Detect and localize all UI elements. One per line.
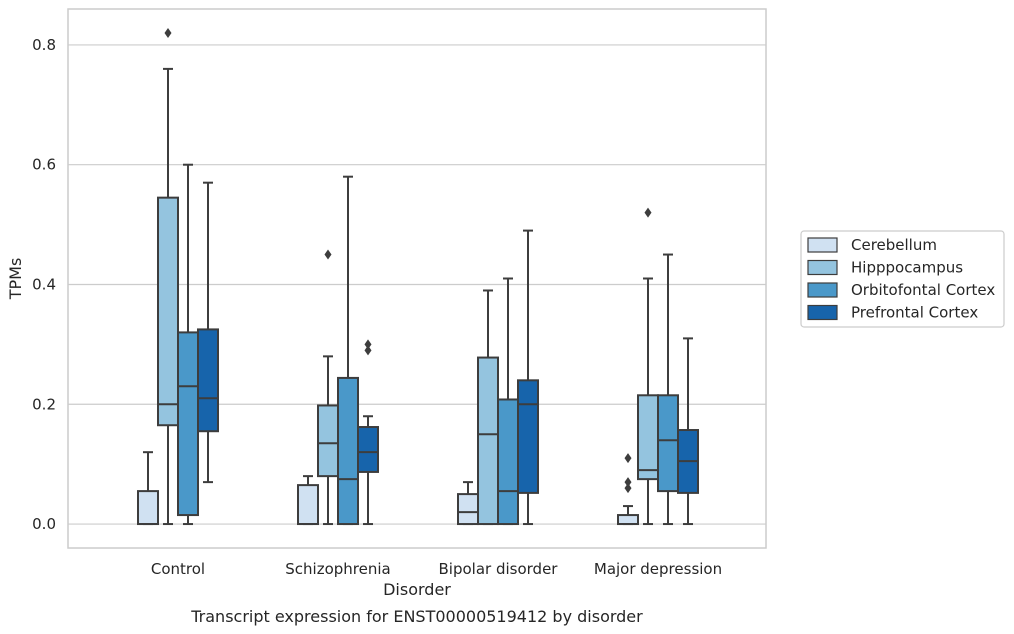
x-tick-label: Bipolar disorder [439,560,559,578]
outlier-point [324,249,332,260]
box [637,394,659,481]
y-tick-label: 0.2 [32,395,56,413]
outlier-point [364,339,372,350]
box-0-3 [197,181,219,484]
legend-label: Prefrontal Cortex [851,304,978,322]
legend-label: Orbitofontal Cortex [851,281,995,299]
box [197,328,219,433]
outlier-point [644,207,652,218]
box [477,356,499,526]
box-1-3 [357,339,379,526]
box [617,514,639,526]
box [297,484,319,526]
legend-swatch [807,282,838,298]
box-3-1 [637,207,659,526]
legend-label: Hipppocampus [851,259,963,277]
box-2-1 [477,289,499,526]
box-2-0 [457,481,479,526]
x-tick-label: Major depression [594,560,722,578]
box [337,376,359,526]
box [357,426,379,473]
outlier-point [624,453,632,464]
box-plot-area [137,27,699,526]
y-axis-label: TPMs [6,258,25,301]
outlier-point [624,477,632,488]
box [177,331,199,517]
box-3-0 [617,453,639,526]
plot-frame [67,8,767,549]
x-axis-ticks: Control Schizophrenia Bipolar disorder Majo… [151,560,722,578]
x-tick-label: Control [151,560,205,578]
box-1-2 [337,175,359,526]
y-tick-label: 0.4 [32,275,56,293]
box-0-1 [157,27,179,526]
box-3-3 [677,337,699,526]
box-2-3 [517,229,539,526]
box [137,490,159,526]
box-0-0 [137,451,159,526]
box-1-1 [317,249,339,526]
legend-swatch [807,237,838,253]
box-2-2 [497,277,519,526]
legend-swatch [807,304,838,321]
outlier-point [164,27,172,38]
legend: Cerebellum Hipppocampus Orbitofontal Corte… [800,230,1005,328]
box [157,196,179,427]
x-tick-label: Schizophrenia [285,560,390,578]
legend-swatch [807,259,838,276]
chart-caption: Transcript expression for ENST0000051941… [190,607,643,626]
x-axis-label: Disorder [383,580,451,599]
legend-box [800,230,1005,328]
box [457,493,479,526]
y-tick-label: 0.0 [32,515,56,533]
outlier-point [364,345,372,356]
y-tick-label: 0.6 [32,156,56,174]
y-axis-ticks: 0.0 0.2 0.4 0.6 0.8 [32,36,56,533]
box [497,398,519,526]
box-0-2 [177,163,199,526]
box [317,404,339,478]
box [517,379,539,494]
box [657,394,679,493]
box-3-2 [657,253,679,526]
y-tick-label: 0.8 [32,36,56,54]
box-1-0 [297,475,319,526]
outlier-point [624,483,632,494]
legend-label: Cerebellum [851,236,937,254]
